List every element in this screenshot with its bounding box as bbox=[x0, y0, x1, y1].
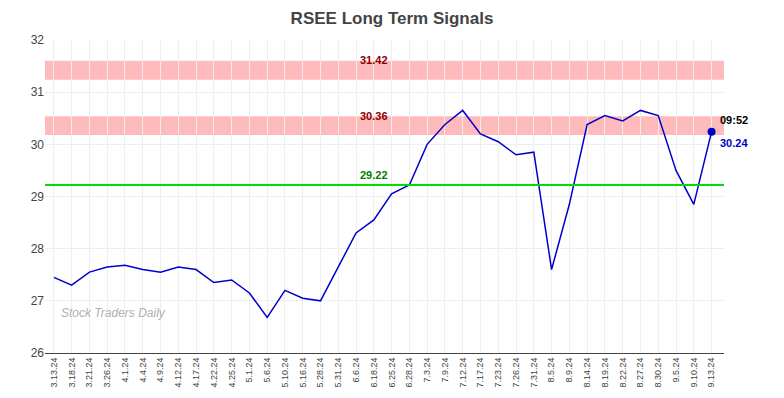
svg-text:09:52: 09:52 bbox=[720, 114, 748, 126]
svg-text:8.19.24: 8.19.24 bbox=[600, 358, 610, 388]
svg-text:5.28.24: 5.28.24 bbox=[315, 358, 325, 388]
svg-text:3.13.24: 3.13.24 bbox=[49, 358, 59, 388]
svg-text:6.18.24: 6.18.24 bbox=[369, 358, 379, 388]
svg-text:4.17.24: 4.17.24 bbox=[191, 358, 201, 388]
svg-text:7.17.24: 7.17.24 bbox=[475, 358, 485, 388]
svg-text:8.5.24: 8.5.24 bbox=[547, 358, 557, 383]
svg-text:29: 29 bbox=[31, 190, 45, 204]
svg-text:30.36: 30.36 bbox=[360, 110, 388, 122]
svg-text:7.31.24: 7.31.24 bbox=[529, 358, 539, 388]
svg-text:3.26.24: 3.26.24 bbox=[102, 358, 112, 388]
svg-text:Stock Traders Daily: Stock Traders Daily bbox=[61, 306, 166, 320]
svg-text:4.4.24: 4.4.24 bbox=[138, 358, 148, 383]
svg-text:8.14.24: 8.14.24 bbox=[582, 358, 592, 388]
svg-text:9.13.24: 9.13.24 bbox=[706, 358, 716, 388]
svg-text:8.27.24: 8.27.24 bbox=[635, 358, 645, 388]
svg-text:8.30.24: 8.30.24 bbox=[653, 358, 663, 388]
svg-text:4.12.24: 4.12.24 bbox=[173, 358, 183, 388]
svg-text:8.9.24: 8.9.24 bbox=[564, 358, 574, 383]
svg-text:29.22: 29.22 bbox=[360, 169, 388, 181]
svg-text:30: 30 bbox=[31, 138, 45, 152]
svg-text:5.10.24: 5.10.24 bbox=[280, 358, 290, 388]
svg-text:7.3.24: 7.3.24 bbox=[422, 358, 432, 383]
svg-text:9.10.24: 9.10.24 bbox=[689, 358, 699, 388]
svg-text:28: 28 bbox=[31, 242, 45, 256]
svg-text:7.9.24: 7.9.24 bbox=[440, 358, 450, 383]
svg-text:5.16.24: 5.16.24 bbox=[298, 358, 308, 388]
svg-text:31: 31 bbox=[31, 85, 45, 99]
svg-text:6.28.24: 6.28.24 bbox=[404, 358, 414, 388]
svg-text:30.24: 30.24 bbox=[720, 137, 748, 149]
svg-text:4.1.24: 4.1.24 bbox=[120, 358, 130, 383]
svg-text:4.9.24: 4.9.24 bbox=[155, 358, 165, 383]
svg-text:7.12.24: 7.12.24 bbox=[458, 358, 468, 388]
svg-text:26: 26 bbox=[31, 346, 45, 360]
svg-text:27: 27 bbox=[31, 294, 45, 308]
svg-text:6.25.24: 6.25.24 bbox=[387, 358, 397, 388]
svg-text:4.22.24: 4.22.24 bbox=[209, 358, 219, 388]
svg-text:3.18.24: 3.18.24 bbox=[67, 358, 77, 388]
svg-text:6.6.24: 6.6.24 bbox=[351, 358, 361, 383]
svg-text:31.42: 31.42 bbox=[360, 54, 388, 66]
svg-text:RSEE Long Term Signals: RSEE Long Term Signals bbox=[291, 9, 494, 28]
svg-text:5.31.24: 5.31.24 bbox=[333, 358, 343, 388]
svg-text:3.21.24: 3.21.24 bbox=[84, 358, 94, 388]
svg-text:5.1.24: 5.1.24 bbox=[244, 358, 254, 383]
svg-text:5.6.24: 5.6.24 bbox=[262, 358, 272, 383]
svg-text:9.5.24: 9.5.24 bbox=[671, 358, 681, 383]
svg-text:7.23.24: 7.23.24 bbox=[493, 358, 503, 388]
svg-text:4.25.24: 4.25.24 bbox=[227, 358, 237, 388]
svg-text:32: 32 bbox=[31, 33, 45, 47]
svg-text:7.26.24: 7.26.24 bbox=[511, 358, 521, 388]
svg-text:8.22.24: 8.22.24 bbox=[618, 358, 628, 388]
